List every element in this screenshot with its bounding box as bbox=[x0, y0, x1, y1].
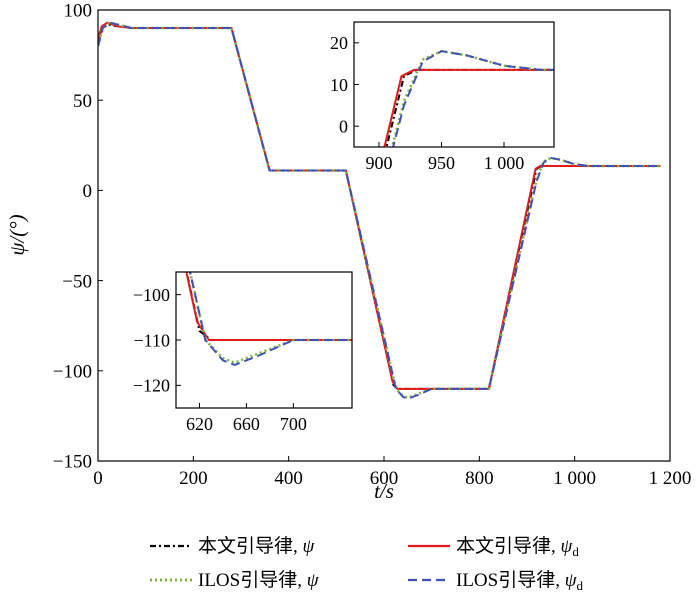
upper-inset-x-tick-label: 900 bbox=[366, 153, 393, 173]
x-axis-label: t/s bbox=[374, 479, 394, 503]
main-x-tick-label: 200 bbox=[179, 468, 208, 489]
upper-inset-y-tick-label: 0 bbox=[339, 116, 348, 136]
lower-inset-y-tick-label: −110 bbox=[134, 330, 170, 350]
upper-inset-x-tick-label: 1 000 bbox=[484, 153, 525, 173]
lower-inset-x-tick-label: 620 bbox=[186, 414, 213, 434]
main-x-tick-label: 1 000 bbox=[553, 468, 596, 489]
lower-inset-y-tick-label: −100 bbox=[133, 285, 170, 305]
upper-inset-series-line-0 bbox=[385, 68, 554, 147]
upper-inset-y-tick-label: 10 bbox=[330, 75, 348, 95]
lower-inset-x-tick-label: 660 bbox=[233, 414, 260, 434]
lower-inset-x-tick-label: 700 bbox=[280, 414, 307, 434]
main-series-group bbox=[98, 21, 661, 400]
main-y-tick-label: −150 bbox=[53, 452, 92, 473]
main-x-tick-label: 800 bbox=[465, 468, 494, 489]
main-y-tick-label: 100 bbox=[64, 1, 93, 22]
legend-label-0: 本文引导律, ψ bbox=[198, 535, 316, 557]
lower-inset-series-line-3 bbox=[189, 272, 352, 366]
lower-inset: 620 660 700 −100 −110 −120 bbox=[133, 271, 353, 434]
main-y-tick-label: −100 bbox=[53, 361, 92, 382]
upper-inset-y-tick-label: 20 bbox=[330, 33, 348, 53]
legend-label-1: 本文引导律, ψd bbox=[456, 535, 579, 559]
main-series-line-3 bbox=[98, 21, 661, 400]
legend-label-2: ILOS引导律, ψ bbox=[198, 569, 320, 591]
legend-label-3: ILOS引导律, ψd bbox=[456, 569, 584, 593]
main-x-tick-label: 400 bbox=[274, 468, 303, 489]
main-y-tick-label: −50 bbox=[62, 271, 92, 292]
upper-inset-background bbox=[354, 22, 554, 147]
upper-inset-series-line-1 bbox=[383, 68, 554, 147]
upper-inset-x-tick-label: 950 bbox=[428, 153, 455, 173]
main-x-tick-label: 1 200 bbox=[649, 468, 692, 489]
main-x-tick-label: 600 bbox=[370, 468, 399, 489]
main-x-tick-label: 0 bbox=[93, 468, 103, 489]
lower-inset-series-group bbox=[185, 272, 352, 366]
legend: 本文引导律, ψ 本文引导律, ψd ILOS引导律, ψ ILOS引导律, ψd bbox=[150, 535, 584, 593]
lower-inset-y-tick-label: −120 bbox=[133, 376, 170, 396]
main-y-tick-label: 50 bbox=[73, 91, 92, 112]
main-y-tick-label: 0 bbox=[83, 181, 93, 202]
y-axis-label: ψ/(°) bbox=[5, 214, 29, 255]
